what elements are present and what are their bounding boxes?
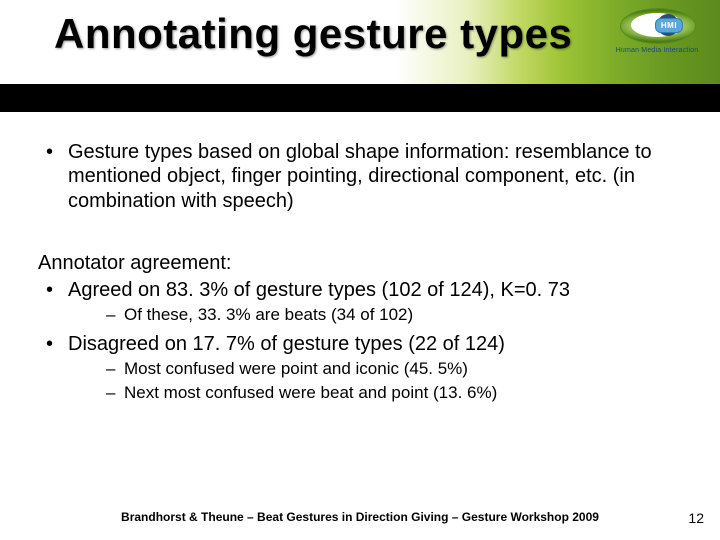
bullet-agreed-text: Agreed on 83. 3% of gesture types (102 o… — [68, 279, 570, 301]
logo-pill-label: HMI — [655, 18, 683, 33]
intro-bullet: Gesture types based on global shape info… — [38, 140, 686, 213]
sub-bullet: Next most confused were beat and point (… — [68, 382, 686, 404]
agreement-list: Agreed on 83. 3% of gesture types (102 o… — [38, 278, 686, 404]
bullet-agreed: Agreed on 83. 3% of gesture types (102 o… — [38, 278, 686, 326]
slide-title: Annotating gesture types — [54, 10, 572, 58]
header-black-bar — [0, 84, 720, 112]
footer-citation: Brandhorst & Theune – Beat Gestures in D… — [0, 510, 720, 524]
logo-subtitle: Human Media Interaction — [602, 47, 712, 54]
sub-list-disagreed: Most confused were point and iconic (45.… — [68, 358, 686, 404]
sub-bullet: Most confused were point and iconic (45.… — [68, 358, 686, 380]
content-area: Gesture types based on global shape info… — [38, 140, 686, 410]
page-number: 12 — [688, 510, 704, 526]
bullet-disagreed: Disagreed on 17. 7% of gesture types (22… — [38, 332, 686, 404]
slide: Annotating gesture types HMI Human Media… — [0, 0, 720, 540]
sub-list-agreed: Of these, 33. 3% are beats (34 of 102) — [68, 304, 686, 326]
intro-list: Gesture types based on global shape info… — [38, 140, 686, 213]
bullet-disagreed-text: Disagreed on 17. 7% of gesture types (22… — [68, 333, 505, 355]
sub-bullet: Of these, 33. 3% are beats (34 of 102) — [68, 304, 686, 326]
logo-eye-icon: HMI — [617, 6, 697, 46]
logo: HMI Human Media Interaction — [602, 6, 712, 66]
agreement-heading: Annotator agreement: — [38, 251, 686, 275]
title-block: Annotating gesture types — [54, 10, 572, 58]
